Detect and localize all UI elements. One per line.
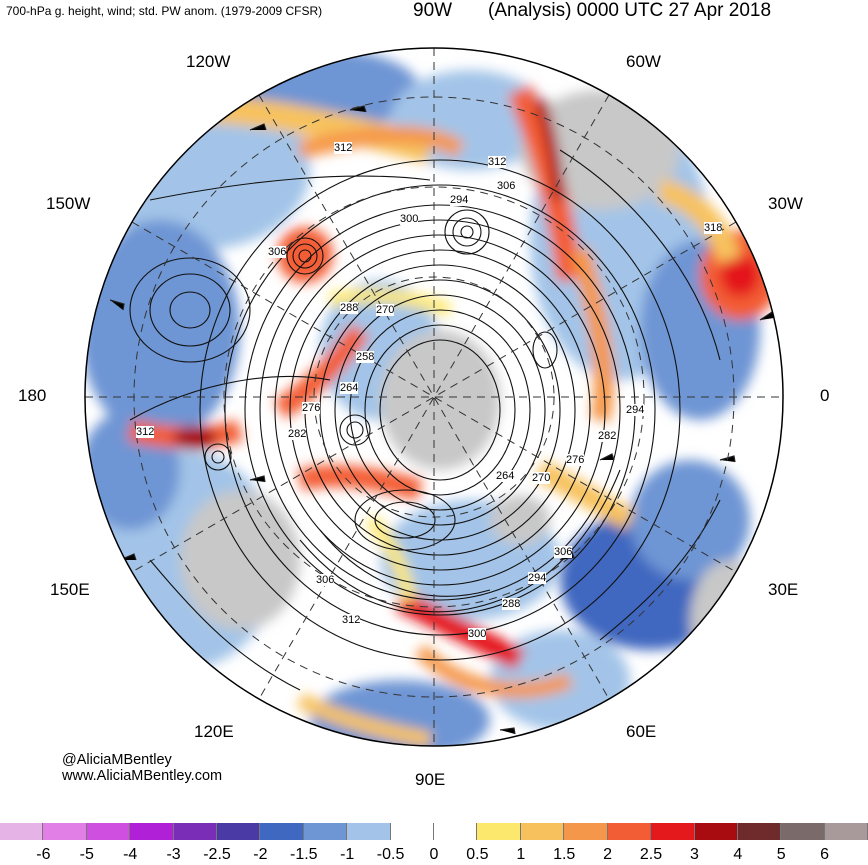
contour-label: 270 xyxy=(532,472,551,484)
colorbar-swatch xyxy=(86,823,131,840)
colorbar-swatch xyxy=(651,823,695,840)
contour-label: 258 xyxy=(356,351,375,363)
colorbar-swatch xyxy=(260,823,304,840)
map-boundary xyxy=(84,47,784,747)
map-title: (Analysis) 0000 UTC 27 Apr 2018 xyxy=(488,0,772,21)
colorbar-tick-label: -5 xyxy=(79,846,94,863)
colorbar-tick-label: 2.5 xyxy=(639,846,663,863)
colorbar-swatch xyxy=(0,823,44,840)
colorbar-swatch xyxy=(781,823,825,840)
colorbar-tick-label: -4 xyxy=(123,846,138,863)
colorbar-tick-label: -1 xyxy=(340,846,355,863)
contour-label: 276 xyxy=(566,454,585,466)
map-subtitle: 700-hPa g. height, wind; std. PW anom. (… xyxy=(6,4,323,18)
colorbar-swatch xyxy=(737,823,782,840)
contour-label: 312 xyxy=(136,426,155,438)
colorbar-swatch xyxy=(694,823,738,840)
lon-label-90w: 90W xyxy=(413,0,453,21)
colorbar-swatch xyxy=(390,823,435,840)
contour-label: 288 xyxy=(340,302,359,314)
lon-label-0: 0 xyxy=(820,386,830,405)
colorbar-tick-label: -3 xyxy=(166,846,181,863)
colorbar-swatch xyxy=(173,823,218,840)
lon-label-60w: 60W xyxy=(626,52,661,71)
contour-label: 276 xyxy=(302,402,321,414)
contour-label: 306 xyxy=(554,546,573,558)
colorbar-tick-label: 2 xyxy=(603,846,613,863)
contour-label: 300 xyxy=(468,628,487,640)
lon-label-90e: 90E xyxy=(415,770,446,789)
colorbar-swatch xyxy=(217,823,261,840)
contour-label: 294 xyxy=(450,194,469,206)
colorbar-tick-label: -6 xyxy=(36,846,51,863)
colorbar-swatch xyxy=(347,823,391,840)
colorbar-tick-label: -0.5 xyxy=(376,846,405,863)
colorbar-swatch xyxy=(130,823,174,840)
colorbar-tick-label: 6 xyxy=(820,846,830,863)
contour-label: 318 xyxy=(704,222,723,234)
colorbar-tick-label: -2.5 xyxy=(203,846,231,863)
colorbar-tick-label: 0.5 xyxy=(466,846,489,863)
credit-handle: @AliciaMBentley xyxy=(62,752,172,768)
colorbar-ticks: -6 -5 -4 -3 -2.5 -2 -1.5 -1 -0.5 0 0.5 1 1.5 2 2.5 3 4 5 6 xyxy=(0,846,868,865)
contour-label: 312 xyxy=(488,156,507,168)
colorbar-swatch xyxy=(434,823,478,840)
colorbar xyxy=(0,823,868,840)
contour-label: 306 xyxy=(497,180,516,192)
lon-label-60e: 60E xyxy=(626,722,657,741)
lon-label-120e: 120E xyxy=(194,722,234,741)
contour-label: 288 xyxy=(502,598,521,610)
contour-label: 294 xyxy=(528,572,547,584)
colorbar-tick-label: 4 xyxy=(733,846,743,863)
colorbar-tick-label: 0 xyxy=(429,846,439,863)
colorbar-tick-label: 1.5 xyxy=(553,846,576,863)
contour-label: 282 xyxy=(598,430,617,442)
contour-label: 282 xyxy=(288,428,307,440)
contour-label: 312 xyxy=(334,142,353,154)
colorbar-tick-label: 3 xyxy=(689,846,699,863)
contour-label: 294 xyxy=(626,404,645,416)
contour-label: 306 xyxy=(268,246,287,258)
colorbar-swatch xyxy=(43,823,87,840)
contour-label: 264 xyxy=(340,382,359,394)
lon-label-150w: 150W xyxy=(46,194,91,213)
colorbar-swatch xyxy=(824,823,868,840)
colorbar-tick-label: 1 xyxy=(516,846,526,863)
colorbar-tick-label: 5 xyxy=(776,846,786,863)
contour-label: 270 xyxy=(376,304,395,316)
colorbar-swatch xyxy=(303,823,348,840)
contour-label: 300 xyxy=(400,213,419,225)
colorbar-tick-label: -1.5 xyxy=(290,846,318,863)
lon-label-180: 180 xyxy=(18,386,47,405)
contour-label: 264 xyxy=(496,470,515,482)
colorbar-swatch xyxy=(520,823,565,840)
lon-label-30e: 30E xyxy=(768,580,799,599)
lat-lon-grid xyxy=(85,48,783,746)
lon-label-120w: 120W xyxy=(186,52,231,71)
lon-label-30w: 30W xyxy=(768,194,803,213)
colorbar-swatch xyxy=(564,823,608,840)
colorbar-swatch xyxy=(607,823,652,840)
contour-label: 312 xyxy=(342,614,361,626)
colorbar-swatch xyxy=(477,823,521,840)
contour-label: 306 xyxy=(316,574,335,586)
colorbar-tick-label: -2 xyxy=(253,846,268,863)
credit-website[interactable]: www.AliciaMBentley.com xyxy=(62,768,223,784)
lon-label-150e: 150E xyxy=(50,580,90,599)
